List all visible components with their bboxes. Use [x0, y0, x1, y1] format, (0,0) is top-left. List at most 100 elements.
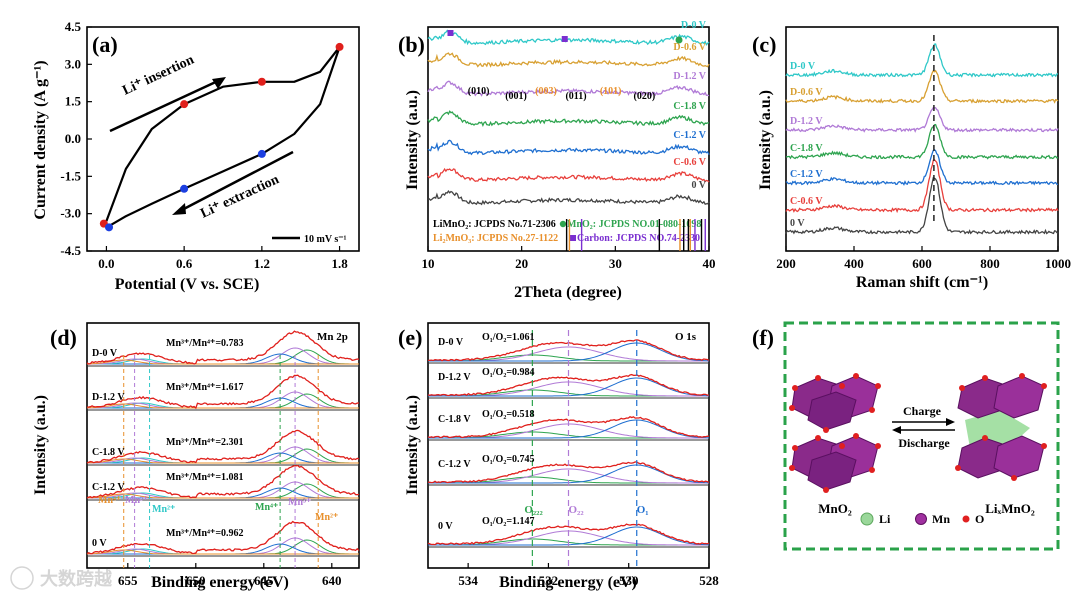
- raman-series-label: D-0.6 V: [790, 87, 823, 98]
- mn2p-component: [86, 493, 359, 499]
- xrd-reference-label: LiMnO₂: JCPDS No.71-2306: [433, 219, 556, 230]
- limno2-structure: [955, 373, 1047, 481]
- watermark-text: 大数跨越: [40, 568, 113, 590]
- o1s-ratio-label: O₁/O₂=1.147: [482, 516, 535, 527]
- mn2p-envelope: [86, 464, 360, 499]
- charge-label: Charge: [903, 404, 942, 418]
- o1s-sample-label: C-1.2 V: [438, 459, 471, 470]
- panel-d-label: (d): [50, 325, 77, 350]
- raman-series-label: D-0 V: [790, 61, 816, 72]
- a-ytick-label: 1.5: [65, 94, 82, 109]
- mn2p-envelope: [86, 330, 360, 365]
- xrd-curve-c-1.8-v: [427, 110, 709, 128]
- mn2p-sample-label: D-1.2 V: [92, 392, 125, 403]
- mn2p-sample-label: 0 V: [92, 538, 107, 549]
- d-xtick-label: 645: [254, 573, 274, 588]
- panel-b-label: (b): [398, 32, 425, 57]
- mno2-structure-bottom: [789, 433, 881, 493]
- xrd-series-label: D-0.6 V: [673, 42, 706, 53]
- panel-c-xlabel: Raman shift (cm⁻¹): [856, 274, 988, 291]
- c-xtick-label: 400: [844, 256, 864, 271]
- mn2p-peak-label: Mn²⁺: [315, 512, 338, 523]
- panel-a-label: (a): [92, 32, 118, 57]
- a-xtick-label: 1.2: [254, 256, 270, 271]
- c-xtick-label: 800: [980, 256, 1000, 271]
- panel-a-frame: [86, 26, 360, 252]
- mn2p-envelope: [86, 520, 360, 555]
- b-xtick-label: 30: [609, 256, 622, 271]
- mn2p-envelope: [86, 429, 360, 464]
- mno2-caption: MnO₂: [818, 501, 852, 516]
- panel-d-title: Mn 2p: [317, 331, 348, 343]
- c-xtick-label: 200: [776, 256, 796, 271]
- d-xtick-label: 655: [118, 573, 138, 588]
- panel-b-frame: [427, 26, 710, 252]
- xrd-curve-c-1.2-v: [427, 139, 710, 156]
- a-xtick-label: 0.6: [176, 256, 193, 271]
- o1s-sample-label: D-0 V: [438, 337, 464, 348]
- xrd-curve-c-0.6-v: [427, 167, 710, 183]
- raman-series-label: C-1.8 V: [790, 143, 823, 154]
- xrd-series-label: C-1.8 V: [673, 101, 706, 112]
- c-xtick-label: 1000: [1045, 256, 1071, 271]
- extraction-arrow: [172, 150, 294, 215]
- watermark: 大数跨越: [10, 566, 113, 590]
- raman-curve-d-1.2-v: [785, 106, 1059, 133]
- cv-marker-blue: [257, 149, 266, 158]
- b-xtick-label: 10: [422, 256, 435, 271]
- scheme-frame: [783, 321, 1060, 551]
- xrd-hkl-label: (003): [535, 86, 557, 97]
- o1s-peak-label: O₂₂₂: [524, 504, 543, 516]
- a-ytick-label: 4.5: [65, 19, 82, 34]
- panel-b-ylabel: Intensity (a.u.): [404, 90, 421, 190]
- mn2p-component: [86, 403, 359, 409]
- li-legend: Li: [879, 512, 891, 526]
- o1s-envelope: [427, 523, 710, 546]
- mn2p-component: [86, 359, 359, 365]
- mn-legend-icon: [915, 513, 927, 525]
- raman-curve-c-1.8-v: [785, 123, 1059, 160]
- mn2p-ratio-label: Mn³⁺/Mn⁴⁺=0.783: [166, 338, 244, 349]
- raman-curve-0-v: [785, 176, 1059, 235]
- a-ytick-label: 3.0: [65, 56, 81, 71]
- panel-d-frame: [86, 322, 360, 569]
- o-legend: O: [975, 512, 984, 526]
- xrd-curve-0-v: [427, 189, 710, 206]
- watermark-logo-icon: [10, 566, 34, 590]
- xrd-reference-label: MnO₂: JCPDS NO.01-080-1098: [567, 219, 701, 230]
- cv-marker-blue: [105, 223, 114, 232]
- xrd-hkl-label: (010): [468, 86, 490, 97]
- xrd-curve-d-0-v: [427, 29, 710, 46]
- xrd-reference-label: Li₂MnO₃: JCPDS No.27-1122: [433, 233, 558, 244]
- cv-marker-blue: [180, 184, 189, 193]
- o1s-ratio-label: O₁/O₂=0.984: [482, 367, 535, 378]
- mn2p-peak-label: Mn³⁺: [288, 497, 311, 508]
- discharge-label: Discharge: [898, 436, 950, 450]
- li-legend-icon: [860, 512, 874, 526]
- mn2p-ratio-label: Mn³⁺/Mn⁴⁺=2.301: [166, 437, 244, 448]
- panel-c-label: (c): [752, 32, 776, 57]
- panel-c-raman-chart: (c) 200 400 600 800 1000 0 V C-0.6 V C-1.2 V C-…: [752, 26, 1071, 291]
- insertion-arrow: [109, 77, 226, 133]
- mn2p-sample-label: C-1.2 V: [92, 482, 125, 493]
- e-xtick-label: 528: [699, 573, 719, 588]
- raman-curve-d-0.6-v: [785, 69, 1059, 104]
- cv-curve-lower: [108, 46, 341, 228]
- raman-series-label: 0 V: [790, 218, 805, 229]
- xrd-series-label: C-1.2 V: [673, 130, 706, 141]
- mn2p-ratio-label: Mn³⁺/Mn⁴⁺=1.617: [166, 382, 244, 393]
- raman-series-label: D-1.2 V: [790, 116, 823, 127]
- raman-curve-d-0-v: [785, 43, 1059, 78]
- xrd-series-label: C-0.6 V: [673, 157, 706, 168]
- xrd-carbon-marker: [447, 30, 454, 36]
- panel-d-mn2p-chart: (d) Mn 2p 655 650 645 640 D-0 V Mn³⁺/Mn⁴⁺=0.…: [32, 322, 360, 591]
- mn2p-envelope: [86, 374, 360, 410]
- limno2-caption: LiₓMnO₂: [985, 501, 1035, 516]
- e-xtick-label: 532: [539, 573, 559, 588]
- panel-b-xrd-chart: (b) 10 20 30 40 0 V C-0.6 V C-1.2 V C-1.8 V D-1…: [398, 20, 716, 301]
- mn2p-component: [86, 458, 359, 464]
- xrd-series-label: 0 V: [691, 180, 706, 191]
- cv-marker-red: [180, 100, 189, 109]
- e-xtick-label: 534: [458, 573, 478, 588]
